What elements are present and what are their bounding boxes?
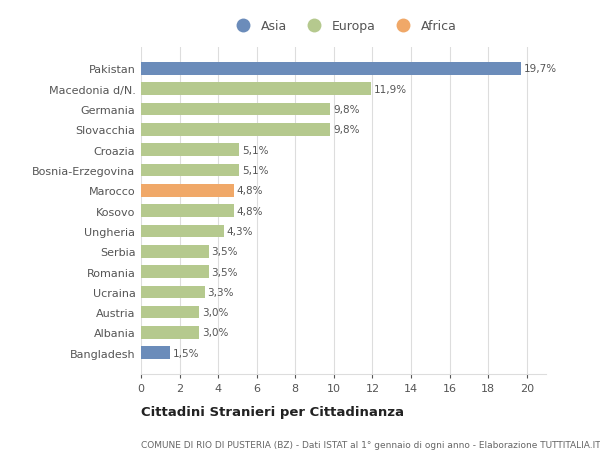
Text: 3,5%: 3,5% <box>211 246 238 257</box>
Bar <box>141 144 239 157</box>
Bar <box>141 104 330 116</box>
Bar <box>141 63 521 76</box>
Bar <box>141 246 209 258</box>
Bar <box>141 185 233 197</box>
Bar <box>141 306 199 319</box>
Bar <box>141 326 199 339</box>
Text: 3,3%: 3,3% <box>208 287 234 297</box>
Bar <box>141 266 209 278</box>
Text: 1,5%: 1,5% <box>173 348 199 358</box>
Bar <box>141 83 371 96</box>
Legend: Asia, Europa, Africa: Asia, Europa, Africa <box>226 15 461 38</box>
Text: 5,1%: 5,1% <box>242 146 269 155</box>
Text: Cittadini Stranieri per Cittadinanza: Cittadini Stranieri per Cittadinanza <box>141 405 404 419</box>
Bar <box>141 286 205 298</box>
Text: 4,3%: 4,3% <box>227 226 253 236</box>
Bar <box>141 205 233 218</box>
Bar <box>141 124 330 136</box>
Text: 11,9%: 11,9% <box>373 84 407 95</box>
Text: 4,8%: 4,8% <box>236 206 263 216</box>
Bar <box>141 164 239 177</box>
Bar <box>141 347 170 359</box>
Text: 19,7%: 19,7% <box>524 64 557 74</box>
Text: COMUNE DI RIO DI PUSTERIA (BZ) - Dati ISTAT al 1° gennaio di ogni anno - Elabora: COMUNE DI RIO DI PUSTERIA (BZ) - Dati IS… <box>141 441 600 449</box>
Text: 9,8%: 9,8% <box>333 125 359 135</box>
Bar <box>141 225 224 238</box>
Text: 3,0%: 3,0% <box>202 328 228 338</box>
Text: 3,5%: 3,5% <box>211 267 238 277</box>
Text: 4,8%: 4,8% <box>236 186 263 196</box>
Text: 3,0%: 3,0% <box>202 308 228 318</box>
Text: 5,1%: 5,1% <box>242 166 269 176</box>
Text: 9,8%: 9,8% <box>333 105 359 115</box>
